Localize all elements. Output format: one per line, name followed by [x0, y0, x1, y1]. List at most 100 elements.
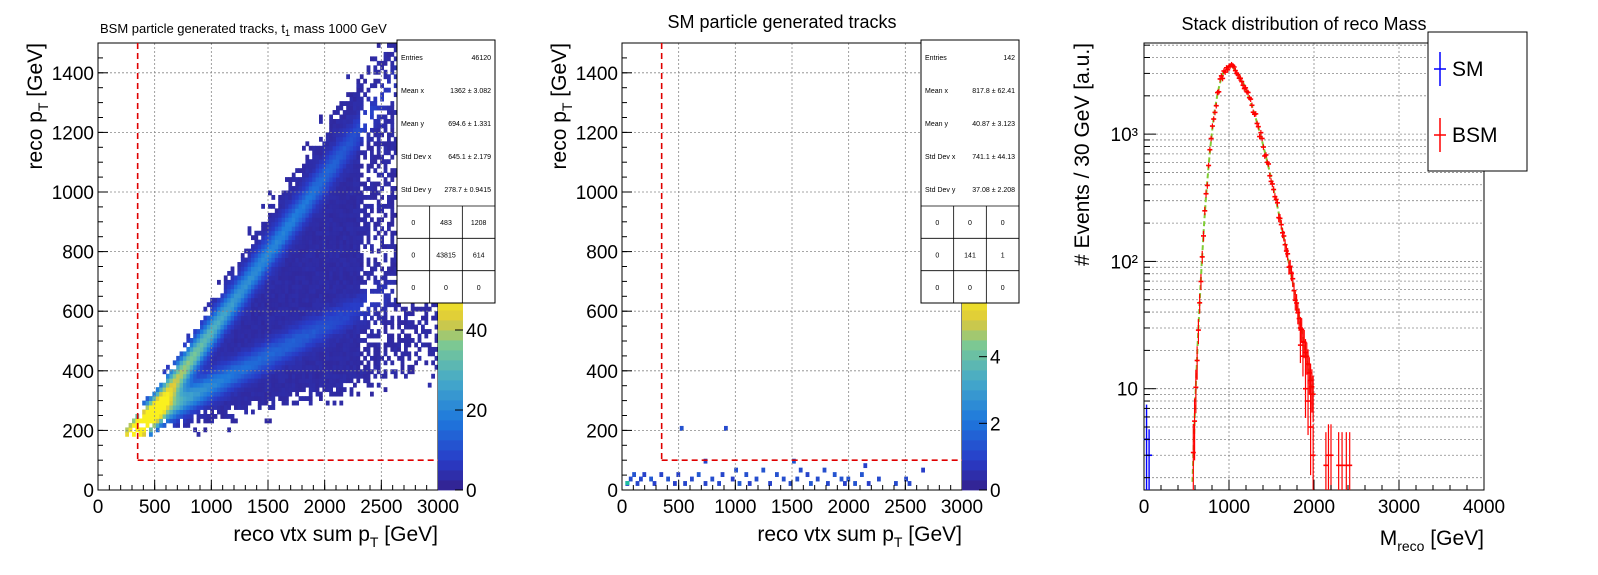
stats-grid-cell: 0: [935, 253, 939, 260]
heatmap-cell: [387, 203, 391, 209]
heatmap-cell: [329, 127, 333, 133]
heatmap-cell: [264, 387, 269, 393]
palette-band: [438, 390, 463, 401]
heatmap-cell: [417, 338, 422, 343]
heatmap-cell: [349, 168, 354, 174]
heatmap-cell: [339, 186, 344, 191]
heatmap-cell: [268, 235, 272, 241]
heatmap-cell: [206, 400, 211, 406]
heatmap-cell: [302, 302, 306, 308]
heatmap-cell: [312, 154, 316, 160]
heatmap-cell: [179, 355, 184, 361]
heatmap-cell: [312, 293, 316, 299]
heatmap-cell: [322, 387, 327, 393]
heatmap-cell: [336, 123, 340, 129]
heatmap-cell: [237, 360, 242, 366]
heatmap-cell: [312, 203, 316, 209]
heatmap-cell: [737, 481, 742, 486]
heatmap-cell: [336, 194, 340, 200]
heatmap-cell: [353, 311, 357, 317]
z-tick-label: 4: [990, 348, 1001, 369]
heatmap-cell: [387, 78, 391, 84]
heatmap-cell: [312, 253, 316, 258]
heatmap-cell: [268, 378, 272, 384]
heatmap-cell: [223, 360, 228, 366]
heatmap-cell: [186, 405, 191, 410]
heatmap-cell: [376, 43, 381, 48]
heatmap-cell: [271, 387, 276, 393]
heatmap-cell: [285, 297, 289, 303]
heatmap-cell: [315, 145, 320, 151]
heatmap-cell: [278, 342, 282, 348]
heatmap-cell: [376, 221, 381, 227]
heatmap-cell: [319, 270, 323, 276]
heatmap-cell: [261, 257, 265, 263]
heatmap-cell: [359, 199, 364, 205]
heatmap-cell: [230, 320, 235, 326]
heatmap-cell: [370, 244, 374, 250]
heatmap-cell: [251, 320, 255, 326]
heatmap-cell: [196, 369, 201, 375]
heatmap-cell: [251, 373, 255, 379]
heatmap-cell: [339, 351, 344, 357]
heatmap-cell: [393, 342, 398, 348]
heatmap-cell: [291, 378, 296, 384]
heatmap-cell: [264, 266, 269, 272]
heatmap-cell: [295, 248, 299, 254]
heatmap-cell: [315, 163, 320, 169]
heatmap-cell: [370, 186, 374, 191]
heatmap-cell: [329, 297, 333, 303]
heatmap-cell: [312, 194, 316, 200]
heatmap-cell: [149, 409, 153, 415]
heatmap-cell: [346, 262, 350, 267]
heatmap-cell: [366, 369, 371, 375]
stats-frame: [920, 39, 1020, 304]
heatmap-cell: [308, 275, 313, 281]
heatmap-cell: [285, 248, 289, 254]
heatmap-cell: [295, 221, 299, 227]
heatmap-cell: [353, 194, 357, 200]
heatmap-cell: [281, 351, 286, 357]
heatmap-cell: [302, 324, 306, 330]
heatmap-cell: [193, 346, 197, 352]
heatmap-cell: [325, 279, 330, 285]
heatmap-cell: [288, 262, 293, 267]
heatmap-cell: [285, 360, 289, 366]
heatmap-cell: [387, 110, 391, 115]
heatmap-cell: [329, 217, 333, 223]
heatmap-cell: [257, 342, 262, 348]
heatmap-cell: [247, 320, 252, 326]
heatmap-cell: [186, 355, 191, 361]
heatmap-cell: [332, 342, 337, 348]
heatmap-cell: [288, 311, 293, 317]
heatmap-cell: [227, 391, 231, 397]
heatmap-cell: [329, 253, 333, 258]
stats-value: 278.7 ± 0.9415: [444, 187, 491, 194]
heatmap-cell: [257, 324, 262, 330]
heatmap-cell: [339, 230, 344, 236]
heatmap-cell: [234, 288, 238, 294]
heatmap-cell: [240, 279, 245, 285]
heatmap-cell: [271, 230, 276, 236]
heatmap-cell: [196, 355, 201, 361]
heatmap-cell: [390, 127, 395, 133]
heatmap-cell: [336, 190, 340, 196]
heatmap-cell: [155, 387, 160, 393]
heatmap-cell: [135, 427, 140, 433]
heatmap-cell: [206, 329, 211, 334]
heatmap-cell: [353, 190, 357, 196]
heatmap-cell: [404, 338, 408, 343]
heatmap-cell: [176, 409, 180, 415]
heatmap-cell: [319, 329, 323, 334]
heatmap-cell: [376, 302, 381, 308]
heatmap-cell: [356, 253, 361, 258]
heatmap-cell: [291, 351, 296, 357]
heatmap-cell: [305, 270, 310, 276]
heatmap-cell: [223, 342, 228, 348]
heatmap-cell: [353, 279, 357, 285]
heatmap-cell: [251, 262, 255, 267]
heatmap-cell: [305, 177, 310, 182]
heatmap-cell: [223, 275, 228, 281]
heatmap-cell: [302, 396, 306, 401]
heatmap-cell: [240, 333, 245, 339]
